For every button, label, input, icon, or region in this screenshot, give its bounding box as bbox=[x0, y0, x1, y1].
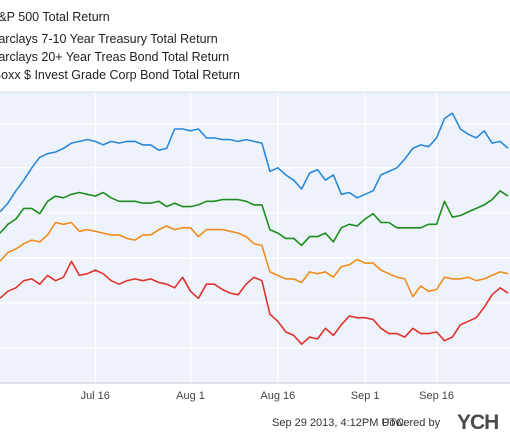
x-tick-label: Jul 16 bbox=[81, 390, 110, 402]
legend-item[interactable]: iBoxx $ Invest Grade Corp Bond Total Ret… bbox=[0, 66, 240, 84]
x-tick-label: Aug 1 bbox=[176, 390, 205, 402]
x-tick-label: Sep 1 bbox=[351, 390, 380, 402]
legend-label: Barclays 20+ Year Treas Bond Total Retur… bbox=[0, 50, 230, 64]
plot-background bbox=[0, 92, 510, 383]
legend-item[interactable]: Barclays 7-10 Year Treasury Total Return bbox=[0, 30, 218, 48]
series-line bbox=[0, 112, 509, 213]
legend-label: S&P 500 Total Return bbox=[0, 10, 110, 24]
ycharts-logo[interactable]: YCH bbox=[457, 411, 499, 435]
chart-legend: S&P 500 Total Return Barclays 7-10 Year T… bbox=[0, 0, 510, 92]
line-chart: Jul 16 Aug 1 Aug 16 Sep 1 Sep 16 bbox=[0, 91, 510, 402]
legend-item[interactable]: S&P 500 Total Return bbox=[0, 8, 110, 26]
powered-by-text: Powered by bbox=[382, 417, 441, 429]
legend-label: iBoxx $ Invest Grade Corp Bond Total Ret… bbox=[0, 68, 240, 82]
chart-footer: Sep 29 2013, 4:12PM UTC. Powered by YCH bbox=[0, 410, 510, 438]
legend-label: Barclays 7-10 Year Treasury Total Return bbox=[0, 32, 218, 46]
legend-item[interactable]: Barclays 20+ Year Treas Bond Total Retur… bbox=[0, 48, 229, 66]
series-line bbox=[0, 260, 509, 345]
timestamp-text: Sep 29 2013, 4:12PM UTC. bbox=[272, 417, 408, 429]
x-tick-label: Aug 16 bbox=[260, 390, 295, 402]
logo-text: YCH bbox=[457, 411, 499, 434]
series-line bbox=[0, 221, 509, 298]
series-line bbox=[0, 190, 509, 247]
x-tick-label: Sep 16 bbox=[419, 390, 454, 402]
